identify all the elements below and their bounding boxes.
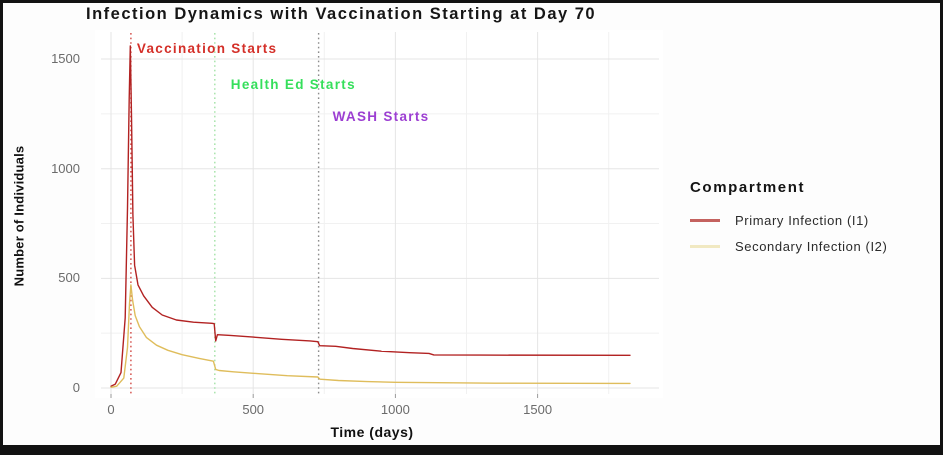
chart-title: Infection Dynamics with Vaccination Star… [86, 5, 597, 23]
legend-item-1: Primary Infection (I1) [690, 207, 887, 233]
y-tick-label-1500: 1500 [51, 51, 80, 67]
x-tick-label-0: 0 [107, 402, 115, 417]
legend-title: Compartment [690, 179, 806, 196]
x-tick-label-1500: 1500 [523, 402, 553, 417]
legend-items: Primary Infection (I1) Secondary Infectio… [690, 207, 887, 259]
frame-border-left [0, 0, 3, 455]
y-tick-label-0: 0 [72, 380, 80, 395]
annotation-wash-starts: WASH Starts [332, 109, 430, 124]
plot-panel: Vaccination Starts Health Ed Starts WASH S… [95, 30, 663, 398]
legend-item-2: Secondary Infection (I2) [690, 233, 887, 259]
legend-key-line-1 [690, 218, 720, 222]
annotation-health-ed-starts: Health Ed Starts [230, 77, 356, 92]
legend-label-1: Primary Infection (I1) [735, 212, 869, 228]
frame-border-bottom [0, 445, 943, 455]
x-tick-label-1000: 1000 [380, 402, 410, 417]
series-line-1 [110, 45, 631, 387]
legend: Compartment Primary Infection (I1) Second… [690, 179, 887, 259]
series-line-2 [110, 284, 631, 388]
legend-key-line-2 [690, 244, 720, 248]
annotation-vaccination-starts: Vaccination Starts [136, 41, 278, 56]
legend-label-2: Secondary Infection (I2) [735, 238, 888, 254]
y-tick-label-500: 500 [58, 270, 80, 286]
x-tick-label-500: 500 [242, 402, 265, 417]
plot-canvas [101, 32, 659, 398]
y-tick-label-1000: 1000 [51, 160, 80, 176]
frame-border-top [0, 0, 943, 3]
x-axis-title: Time (days) [330, 424, 414, 440]
frame-border-right [940, 0, 943, 455]
y-axis-title: Number of Individuals [11, 145, 27, 287]
